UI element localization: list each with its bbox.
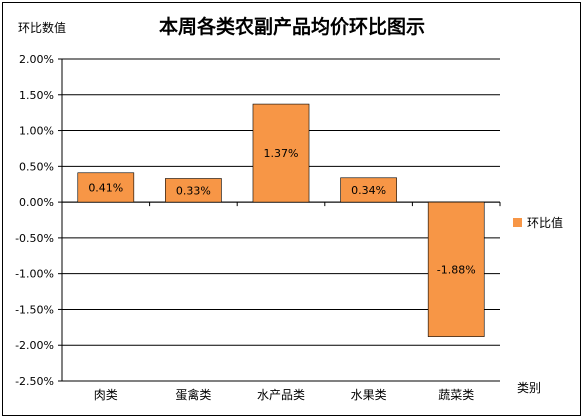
legend: 环比值 <box>513 215 563 230</box>
bar <box>77 172 135 203</box>
bar <box>252 103 310 203</box>
data-label: 0.41% <box>88 181 123 194</box>
y-axis-label: 环比数值 <box>18 20 66 35</box>
data-label: 0.34% <box>351 184 386 197</box>
legend-label: 环比值 <box>527 215 563 230</box>
y-tick-label: 0.00% <box>19 196 54 209</box>
category-label: 蛋禽类 <box>175 387 211 402</box>
y-tick-label: -2.00% <box>15 339 54 352</box>
category-label: 蔬菜类 <box>438 388 474 402</box>
x-axis-label: 类别 <box>517 381 541 395</box>
category-label: 肉类 <box>94 388 118 402</box>
legend-swatch <box>513 218 522 227</box>
y-tick-label: -1.50% <box>15 303 54 316</box>
chart-title: 本周各类农副产品均价环比图示 <box>159 15 425 38</box>
y-tick-label: 0.50% <box>19 160 54 173</box>
bar <box>427 201 485 337</box>
category-label: 水果类 <box>351 388 387 402</box>
bar <box>340 177 397 203</box>
plot-area: 2.00% 1.50% 1.00% 0.50% 0.00% -0.50% -1.00% -1.… <box>15 53 501 402</box>
data-label: -1.88% <box>437 263 476 276</box>
bar <box>165 178 222 203</box>
y-tick-label: -0.50% <box>15 232 54 245</box>
y-tick-label: 1.50% <box>19 89 54 102</box>
y-tick-label: -1.00% <box>15 268 54 281</box>
y-tick-label: -2.50% <box>15 375 54 388</box>
category-label: 水产品类 <box>257 388 305 402</box>
y-tick-label: 2.00% <box>19 53 54 66</box>
y-tick-label: 1.00% <box>19 125 54 138</box>
data-label: 1.37% <box>264 147 299 160</box>
data-label: 0.33% <box>176 184 211 197</box>
